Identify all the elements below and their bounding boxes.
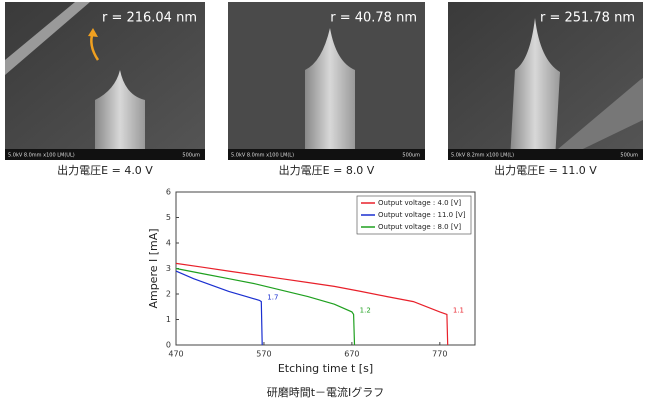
x-tick-label: 570 (256, 350, 271, 359)
image-caption: 出力電圧E = 8.0 V (279, 163, 375, 177)
image-info: 5.0kV 8.0mm x100 LM(UL) (8, 153, 75, 159)
figure: r = 216.04 nm 5.0kV 8.0mm x100 LM(UL) 500u… (0, 0, 646, 403)
legend-label: Output voltage : 11.0 [V] (378, 211, 466, 219)
scale-label: 500um (182, 153, 200, 159)
x-axis-label: Etching time t [s] (278, 362, 373, 375)
x-tick-label: 470 (168, 350, 183, 359)
image-caption: 出力電圧E = 4.0 V (57, 163, 153, 177)
chart-title: 研磨時間t－電流Iグラフ (267, 385, 385, 399)
radius-label: r = 40.78 nm (330, 11, 417, 26)
image-info: 5.0kV 8.0mm x100 LM(L) (231, 153, 294, 159)
legend-label: Output voltage : 4.0 [V] (378, 199, 461, 207)
sem-image (228, 2, 425, 160)
y-tick-label: 4 (166, 239, 171, 248)
y-tick-label: 3 (166, 264, 171, 273)
end-label: 1.7 (267, 294, 278, 302)
legend-label: Output voltage : 8.0 [V] (378, 223, 461, 231)
radius-label: r = 251.78 nm (540, 11, 635, 26)
y-axis-label: Ampere I [mA] (147, 228, 160, 308)
radius-label: r = 216.04 nm (102, 11, 197, 26)
y-tick-label: 0 (166, 341, 171, 350)
y-tick-label: 1 (166, 315, 171, 324)
end-label: 1.2 (360, 306, 371, 314)
end-label: 1.1 (453, 306, 464, 314)
x-tick-label: 770 (432, 350, 447, 359)
scale-label: 500um (620, 153, 638, 159)
scale-label: 500um (402, 153, 420, 159)
sem-image (5, 2, 205, 160)
image-caption: 出力電圧E = 11.0 V (494, 163, 597, 177)
image-info: 5.0kV 8.2mm x100 LM(L) (451, 153, 514, 159)
x-tick-label: 670 (344, 350, 359, 359)
y-tick-label: 6 (166, 188, 171, 197)
y-tick-label: 5 (166, 213, 171, 222)
sem-image (448, 2, 643, 160)
y-tick-label: 2 (166, 290, 171, 299)
